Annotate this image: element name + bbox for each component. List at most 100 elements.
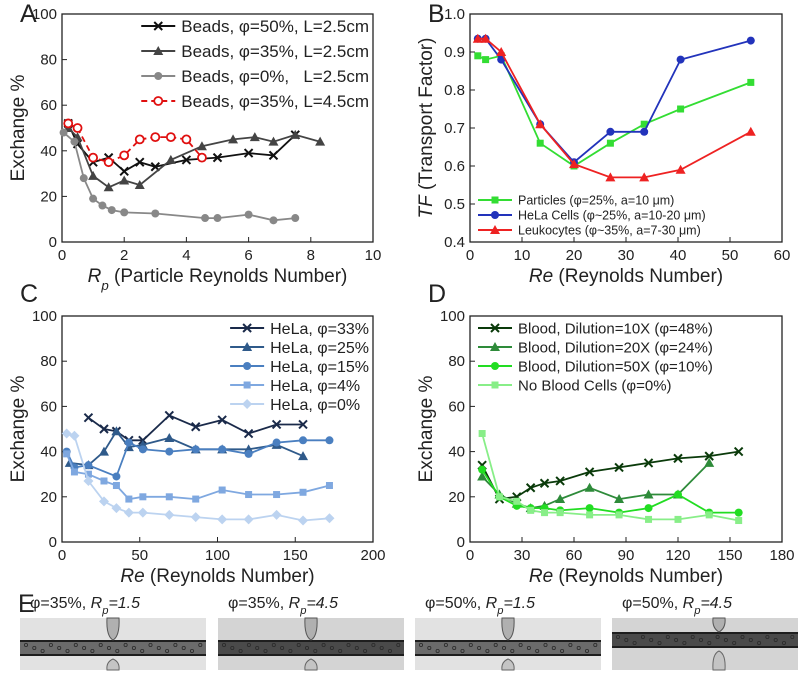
data-point [291,214,300,223]
bead [493,643,498,648]
legend-marker [242,399,253,409]
legend-label: HeLa Cells (φ~25%, a=10-20 μm) [518,209,706,223]
data-point [705,511,713,519]
bead [181,646,186,651]
data-point [298,419,308,430]
bead [782,641,787,646]
data-point [605,172,616,182]
series-line [477,37,752,179]
legend-marker [243,381,251,389]
label-symbol: Re [529,266,553,287]
series-line [65,439,330,478]
label-subscript: p [299,605,306,617]
bead [32,646,37,651]
data-point [181,155,192,165]
series-line [477,37,752,164]
data-point [496,47,507,56]
y-tick-label: 0.8 [444,82,465,99]
bead [107,646,112,651]
data-point [606,127,615,136]
bead [271,643,276,648]
data-point [164,509,175,520]
y-tick-label: 60 [40,97,57,114]
data-point [299,488,307,496]
droplet [712,617,726,633]
legend-label: Blood, Dilution=20X (φ=24%) [518,339,713,356]
x-tick-label: 60 [774,247,791,264]
data-point [119,175,130,185]
x-tick-label: 90 [618,547,635,564]
data-point [165,447,174,456]
data-point [298,451,309,461]
droplet [106,617,120,641]
bead [238,649,243,654]
label-symbol: Re [529,566,553,587]
label-symbol: R [486,595,498,612]
droplet [501,617,515,641]
data-point [100,477,108,485]
data-point [111,503,122,514]
data-point [495,493,503,501]
bead [246,643,251,648]
data-point [644,504,653,513]
bead [396,643,401,648]
data-point [569,159,579,169]
data-point [165,132,176,143]
bead [115,649,120,654]
bead [173,643,178,648]
legend-marker [491,196,499,204]
data-point [269,216,278,225]
data-point [134,134,145,145]
data-point [88,152,98,163]
data-point [478,465,487,474]
data-point [299,436,308,445]
data-point [606,139,614,147]
data-point [72,123,83,133]
data-point [673,453,683,464]
data-point [112,482,120,489]
y-tick-label: 0.7 [444,120,465,137]
y-tick-label: 40 [40,143,57,160]
bead [123,643,128,648]
data-point [268,136,279,146]
legend-label: HeLa, φ=25% [270,340,369,357]
data-point [249,132,260,142]
series-line [477,54,752,168]
bead [23,643,28,648]
data-point [135,157,145,167]
data-point [123,507,134,518]
data-point [70,468,78,476]
data-point [165,493,173,501]
data-point [59,128,68,137]
bead [624,638,629,643]
bead [148,643,153,648]
x-tick-label: 120 [665,547,690,564]
bead [65,649,70,654]
data-point [69,430,80,441]
y-axis-label: Exchange % [416,376,437,483]
data-point [217,514,228,525]
data-point [586,511,594,519]
data-point [290,129,301,139]
panel-label: C [20,280,38,308]
bead [90,649,95,654]
data-point [640,120,648,128]
x-tick-label: 10 [514,247,531,264]
bead [773,638,778,643]
data-point [640,127,649,136]
bead [230,646,235,651]
bead [371,643,376,648]
data-point [125,495,133,503]
x-tick-label: 50 [722,247,739,264]
data-point [228,134,239,144]
x-tick-label: 200 [360,547,385,564]
x-tick-label: 10 [365,247,382,264]
bead [632,641,637,646]
data-point [556,509,564,517]
data-point [674,490,682,499]
data-point [677,105,685,113]
series-line [63,131,296,222]
data-point [268,150,279,161]
bead [131,646,136,651]
